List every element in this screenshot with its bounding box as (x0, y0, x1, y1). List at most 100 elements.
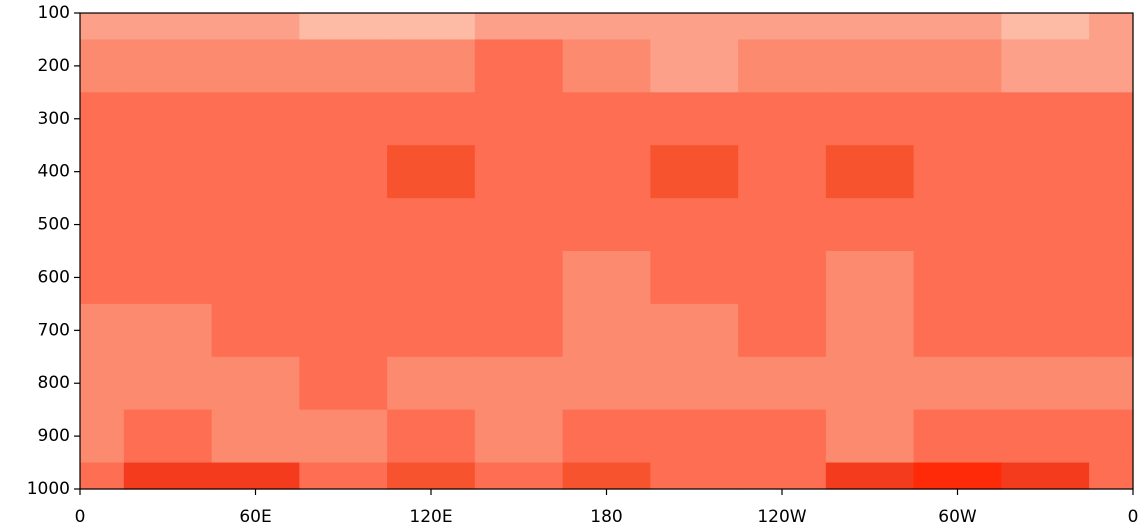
contour-cell (474, 39, 564, 93)
contour-cell (474, 251, 564, 305)
contour-cell (562, 39, 651, 93)
contour-cell (474, 409, 564, 464)
x-tick-label: 60E (239, 507, 271, 527)
contour-cell (913, 13, 1002, 41)
contour-cell (562, 303, 651, 358)
contour-cell (650, 251, 739, 305)
contour-cell (123, 145, 213, 199)
contour-cell (738, 409, 827, 464)
contour-cell (1089, 303, 1134, 358)
contour-cell (123, 251, 213, 305)
contour-cell (211, 462, 300, 490)
contour-cell (650, 92, 739, 146)
contour-cell (913, 409, 1002, 464)
contour-cell (299, 198, 388, 252)
contour-cell (80, 145, 125, 199)
contour-cell (913, 92, 1002, 146)
y-tick-label: 300 (38, 109, 70, 129)
contour-cell (474, 145, 564, 199)
contour-cell (1001, 198, 1090, 252)
contour-cell (387, 92, 476, 146)
contour-cell (738, 92, 827, 146)
contour-cell (738, 39, 827, 93)
contour-cell (1089, 145, 1134, 199)
contour-cell (825, 198, 915, 252)
contour-cell (650, 462, 739, 490)
contour-cell (211, 251, 300, 305)
contour-cell (1001, 303, 1090, 358)
contour-cell (1089, 251, 1134, 305)
y-tick-label: 1000 (27, 479, 70, 499)
contour-cell (650, 198, 739, 252)
y-tick-label: 200 (38, 56, 70, 76)
contour-cell (123, 409, 213, 464)
contour-cell (1089, 356, 1134, 411)
y-tick-label: 900 (38, 426, 70, 446)
contour-cell (1001, 145, 1090, 199)
contour-cell (123, 462, 213, 490)
contour-cell (1001, 39, 1090, 93)
contour-cell (738, 145, 827, 199)
contour-cell (738, 303, 827, 358)
y-tick-label: 800 (38, 373, 70, 393)
contour-cell (474, 198, 564, 252)
contour-cell (299, 462, 388, 490)
contour-cell (562, 356, 651, 411)
contour-cell (738, 198, 827, 252)
contour-cell (650, 303, 739, 358)
x-tick-label: 120E (409, 507, 452, 527)
contour-cell (299, 356, 388, 411)
contour-cell (1001, 13, 1090, 41)
contour-cell (650, 39, 739, 93)
x-tick-label: 120W (757, 507, 806, 527)
contour-cell (913, 251, 1002, 305)
contour-cell (299, 39, 388, 93)
contour-cell (80, 251, 125, 305)
y-tick-label: 500 (38, 215, 70, 235)
x-tick-label: 60W (938, 507, 977, 527)
contour-cell (1089, 462, 1134, 490)
contour-cell (387, 145, 476, 199)
contour-cell (211, 198, 300, 252)
contour-cell (123, 39, 213, 93)
contour-cell (825, 409, 915, 464)
contour-cell (299, 409, 388, 464)
contour-cell (562, 251, 651, 305)
contour-cell (1001, 251, 1090, 305)
contour-cell (562, 145, 651, 199)
contour-cell (80, 13, 125, 41)
x-tick-label: 0 (75, 507, 86, 527)
contour-cell (825, 92, 915, 146)
contour-cell (474, 303, 564, 358)
contour-cell (299, 13, 388, 41)
contour-cell (825, 13, 915, 41)
contour-cell (825, 356, 915, 411)
contour-cell (211, 92, 300, 146)
contour-cell (913, 145, 1002, 199)
contour-cell (474, 462, 564, 490)
contour-cell (1001, 356, 1090, 411)
contour-cell (1089, 92, 1134, 146)
contour-cell (80, 356, 125, 411)
contour-cell (123, 13, 213, 41)
contour-cell (474, 13, 564, 41)
contour-cell (80, 92, 125, 146)
contour-cell (474, 356, 564, 411)
contour-cell (211, 13, 300, 41)
contour-cell (1089, 13, 1134, 41)
contour-cell (299, 145, 388, 199)
contour-cell (387, 13, 476, 41)
contour-cell (387, 39, 476, 93)
contour-cell (1089, 198, 1134, 252)
contour-cell (738, 356, 827, 411)
contour-cell (913, 39, 1002, 93)
contour-cell (387, 409, 476, 464)
contour-cell (738, 462, 827, 490)
contour-cell (211, 356, 300, 411)
contour-cell (1001, 409, 1090, 464)
contour-cell (387, 303, 476, 358)
contour-cell (913, 462, 1002, 490)
contour-cell (825, 303, 915, 358)
